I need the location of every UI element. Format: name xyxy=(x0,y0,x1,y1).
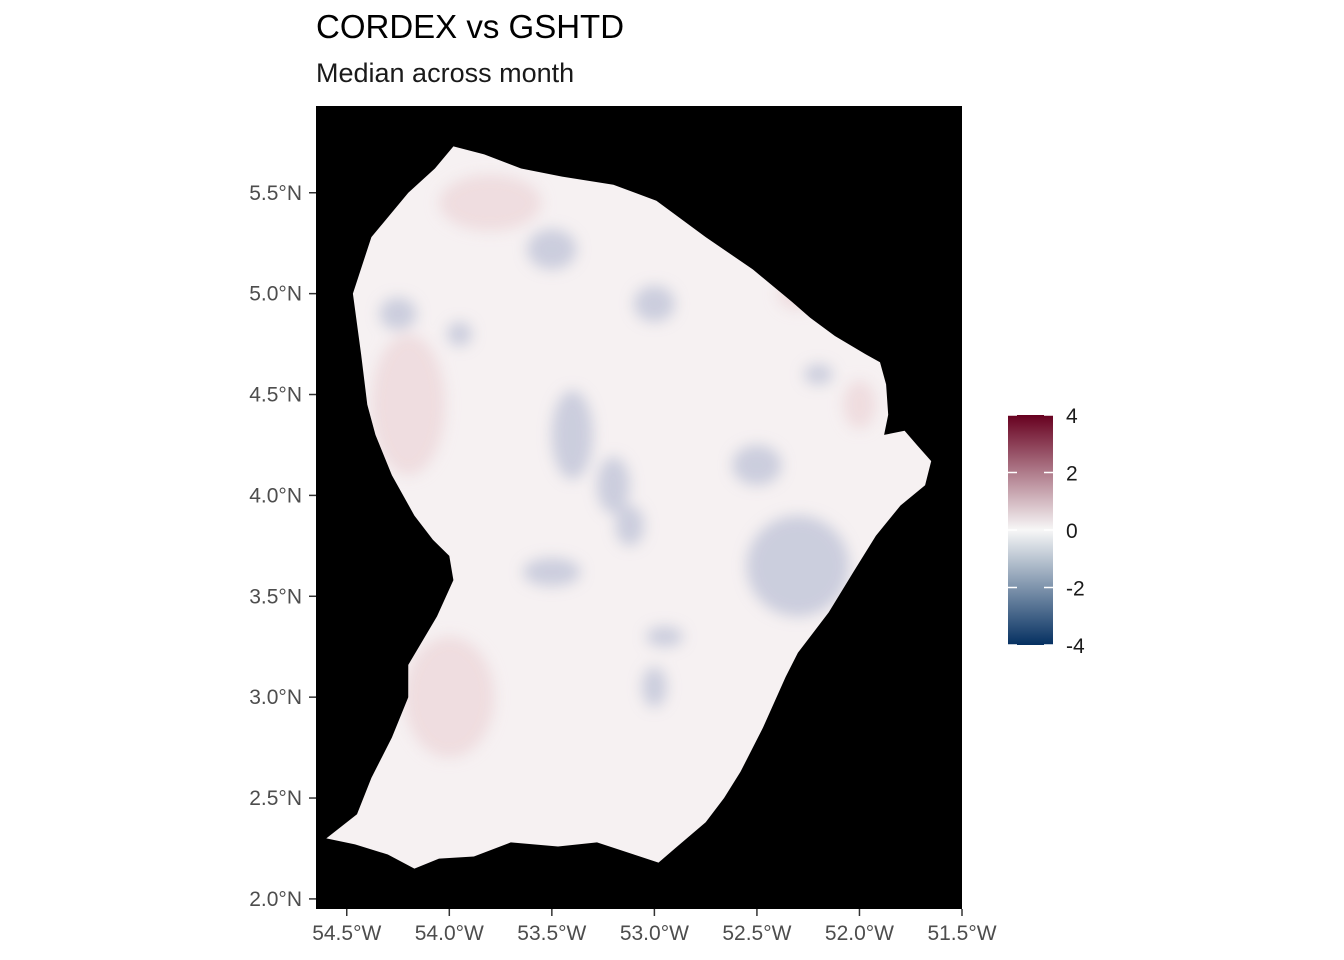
axes: 54.5°W 54.0°W 53.5°W 53.0°W 52.5°W 52.0°W 51.5… xyxy=(249,182,996,945)
negative-anomaly-patch xyxy=(551,390,593,480)
legend-break-label: 0 xyxy=(1066,520,1078,543)
positive-anomaly-patch xyxy=(404,636,495,758)
negative-anomaly-patch xyxy=(646,626,684,647)
x-axis-tick-label: 52.5°W xyxy=(722,922,791,945)
negative-anomaly-patch xyxy=(746,515,850,617)
color-legend: 4 2 0 -2 -4 xyxy=(1008,405,1085,658)
y-axis-tick-label: 4.5°N xyxy=(249,384,302,407)
positive-anomaly-patch xyxy=(371,333,446,476)
negative-anomaly-patch xyxy=(804,364,833,385)
legend-break-label: -2 xyxy=(1066,578,1085,601)
negative-anomaly-patch xyxy=(596,457,630,514)
chart-subtitle: Median across month xyxy=(316,58,575,88)
positive-anomaly-patch xyxy=(843,380,876,429)
y-axis-tick-label: 5.5°N xyxy=(249,182,302,205)
chart-title: CORDEX vs GSHTD xyxy=(316,8,625,45)
negative-anomaly-patch xyxy=(732,444,782,486)
negative-anomaly-patch xyxy=(447,321,472,347)
negative-anomaly-patch xyxy=(379,297,417,330)
x-axis-tick-label: 51.5°W xyxy=(927,922,996,945)
x-axis-tick-label: 53.0°W xyxy=(620,922,689,945)
x-axis-tick-label: 52.0°W xyxy=(825,922,894,945)
negative-anomaly-patch xyxy=(615,505,645,546)
positive-anomaly-patch xyxy=(439,174,542,232)
legend-break-label: 2 xyxy=(1066,463,1078,486)
x-axis-tick-label: 54.0°W xyxy=(415,922,484,945)
negative-anomaly-patch xyxy=(523,557,581,587)
y-axis-tick-label: 3.0°N xyxy=(249,686,302,709)
x-axis-tick-label: 54.5°W xyxy=(312,922,381,945)
negative-anomaly-patch xyxy=(527,229,577,270)
y-axis-tick-label: 2.0°N xyxy=(249,888,302,911)
y-axis-tick-label: 2.5°N xyxy=(249,787,302,810)
negative-anomaly-patch xyxy=(642,666,667,708)
negative-anomaly-patch xyxy=(633,285,675,322)
y-axis-tick-label: 4.0°N xyxy=(249,484,302,507)
legend-break-label: 4 xyxy=(1066,405,1078,428)
y-axis-tick-label: 5.0°N xyxy=(249,283,302,306)
x-axis-tick-label: 53.5°W xyxy=(517,922,586,945)
land-layer xyxy=(326,146,932,869)
y-axis-tick-label: 3.5°N xyxy=(249,585,302,608)
legend-break-label: -4 xyxy=(1066,635,1085,658)
